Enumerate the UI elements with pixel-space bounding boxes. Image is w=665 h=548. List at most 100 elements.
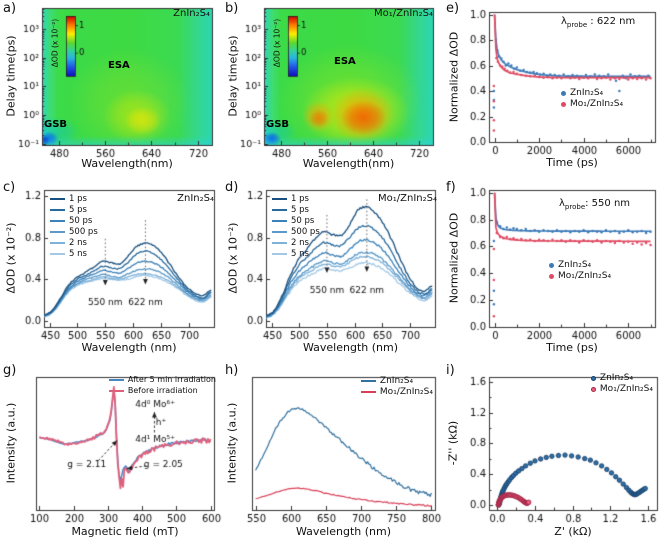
esa-label-b: ESA	[334, 56, 356, 67]
kinetics-canvas-e	[443, 0, 665, 178]
lambda-symbol: λ	[561, 16, 567, 27]
y-axis-label-f: Normalized ΔOD	[447, 212, 461, 304]
panel-g: g) After 5 min irradiation Before irradi…	[0, 363, 222, 548]
legend-item: Mo₁/ZnIn₂S₄	[590, 384, 653, 394]
legend-item: 500 ps	[50, 227, 98, 237]
panel-b: b) ΔOD (x 10⁻²) Mo₁/ZnIn₂S₄ ESA GSB Wave…	[222, 0, 443, 178]
x-axis-label-b: Wavelength(nm)	[302, 157, 395, 170]
series-line-swatch	[272, 242, 287, 244]
series-line-swatch	[50, 209, 65, 211]
legend-item: 5 ps	[50, 205, 98, 215]
heatmap-canvas-a	[0, 0, 222, 178]
series-line-swatch	[360, 380, 376, 382]
panel-c: c) ZnIn₂S₄ 1 ps 5 ps 50 ps 500 ps 2 ns 5…	[0, 178, 222, 363]
legend-label: 1 ps	[291, 194, 309, 204]
legend-g: After 5 min irradiation Before irradiati…	[108, 375, 216, 396]
series-line-swatch	[108, 390, 124, 392]
legend-label: 5 ps	[69, 205, 87, 215]
gsb-label-a: GSB	[44, 119, 68, 130]
legend-c: 1 ps 5 ps 50 ps 500 ps 2 ns 5 ns	[50, 194, 98, 259]
legend-item: Mo₁/ZnIn₂S₄	[360, 387, 433, 397]
legend-label: 5 ps	[291, 205, 309, 215]
legend-f: ZnIn₂S₄ Mo₁/ZnIn₂S₄	[549, 260, 611, 281]
legend-label: 50 ps	[291, 216, 315, 226]
sample-title-c: ZnIn₂S₄	[177, 193, 214, 204]
x-axis-label-g: Magnetic field (mT)	[71, 525, 179, 538]
lambda-value: : 622 nm	[587, 16, 636, 27]
legend-label: Before irradiation	[127, 386, 198, 395]
probe-annotation-f: λprobe: 550 nm	[559, 198, 630, 211]
legend-item: ZnIn₂S₄	[360, 376, 433, 386]
sample-title-b: Mo₁/ZnIn₂S₄	[374, 8, 433, 19]
legend-item: 5 ps	[272, 205, 320, 215]
sample-title-a: ZnIn₂S₄	[173, 8, 210, 19]
colorbar-label-a: ΔOD (x 10⁻²)	[50, 18, 60, 68]
legend-label: Mo₁/ZnIn₂S₄	[599, 384, 653, 394]
legend-item: 50 ps	[272, 216, 320, 226]
series-line-swatch	[272, 253, 287, 255]
legend-i: ZnIn₂S₄ Mo₁/ZnIn₂S₄	[590, 373, 653, 394]
panel-letter-f: f)	[446, 180, 456, 195]
x-axis-label-e: Time (ps)	[546, 156, 598, 169]
legend-label: 2 ns	[69, 238, 87, 248]
y-axis-label-b: Delay time(ps)	[226, 35, 240, 117]
legend-item: 2 ns	[50, 238, 98, 248]
gsb-label-b: GSB	[266, 119, 290, 130]
esa-label-a: ESA	[108, 60, 130, 71]
panel-e: e) λprobe : 622 nm ZnIn₂S₄ Mo₁/ZnIn₂S₄ T…	[443, 0, 665, 178]
spectra-canvas-d	[222, 178, 443, 363]
series-dot-swatch	[590, 375, 596, 381]
series-dot-swatch	[561, 90, 566, 96]
panel-i: i) ZnIn₂S₄ Mo₁/ZnIn₂S₄ Z' (kΩ) -Z'' (kΩ)	[443, 363, 665, 548]
legend-label: 50 ps	[69, 216, 93, 226]
series-line-swatch	[272, 209, 287, 211]
series-line-swatch	[50, 220, 65, 222]
y-axis-label-a: Delay time(ps)	[4, 35, 18, 117]
series-line-swatch	[360, 391, 376, 393]
series-line-swatch	[50, 253, 65, 255]
colorbar-label-b: ΔOD (x 10⁻²)	[272, 18, 282, 68]
sample-title-d: Mo₁/ZnIn₂S₄	[378, 193, 437, 204]
lambda-symbol: λ	[559, 198, 565, 209]
x-axis-label-c: Wavelength (nm)	[81, 341, 177, 354]
pl-canvas-h	[222, 363, 443, 548]
legend-item: ZnIn₂S₄	[549, 260, 611, 270]
panel-letter-i: i)	[446, 363, 455, 378]
series-line-swatch	[50, 198, 65, 200]
x-axis-label-f: Time (ps)	[546, 341, 598, 354]
y-axis-label-d: ΔOD (x 10⁻²)	[226, 222, 240, 294]
series-dot-swatch	[549, 262, 554, 268]
legend-item: 5 ns	[272, 249, 320, 259]
legend-label: 5 ns	[291, 249, 309, 259]
series-line-swatch	[272, 198, 287, 200]
x-axis-label-i: Z' (kΩ)	[554, 525, 592, 538]
legend-label: 2 ns	[291, 238, 309, 248]
x-axis-label-d: Wavelength (nm)	[302, 341, 399, 354]
legend-item: 2 ns	[272, 238, 320, 248]
spectra-canvas-c	[0, 178, 222, 363]
panel-letter-h: h)	[225, 363, 239, 378]
legend-item: Before irradiation	[108, 386, 216, 396]
x-axis-label-a: Wavelength(nm)	[81, 157, 173, 170]
series-line-swatch	[272, 220, 287, 222]
x-axis-label-h: Wavelength (nm)	[295, 525, 392, 538]
panel-letter-e: e)	[446, 1, 460, 16]
probe-annotation-e: λprobe : 622 nm	[561, 16, 635, 29]
panel-h: h) ZnIn₂S₄ Mo₁/ZnIn₂S₄ Wavelength (nm) I…	[222, 363, 443, 548]
panel-f: f) λprobe: 550 nm ZnIn₂S₄ Mo₁/ZnIn₂S₄ Ti…	[443, 178, 665, 363]
series-line-swatch	[108, 379, 124, 381]
series-line-swatch	[272, 231, 287, 233]
nyquist-canvas-i	[443, 363, 665, 548]
legend-label: 1 ps	[69, 194, 87, 204]
series-line-swatch	[50, 242, 65, 244]
y-axis-label-c: ΔOD (x 10⁻²)	[4, 222, 18, 294]
legend-item: ZnIn₂S₄	[561, 88, 623, 98]
legend-label: ZnIn₂S₄	[379, 376, 414, 386]
legend-item: 50 ps	[50, 216, 98, 226]
legend-label: 500 ps	[291, 227, 320, 237]
legend-label: ZnIn₂S₄	[570, 88, 604, 98]
panel-letter-d: d)	[225, 180, 239, 195]
series-line-swatch	[50, 231, 65, 233]
legend-label: Mo₁/ZnIn₂S₄	[558, 271, 612, 281]
legend-item: 5 ns	[50, 249, 98, 259]
